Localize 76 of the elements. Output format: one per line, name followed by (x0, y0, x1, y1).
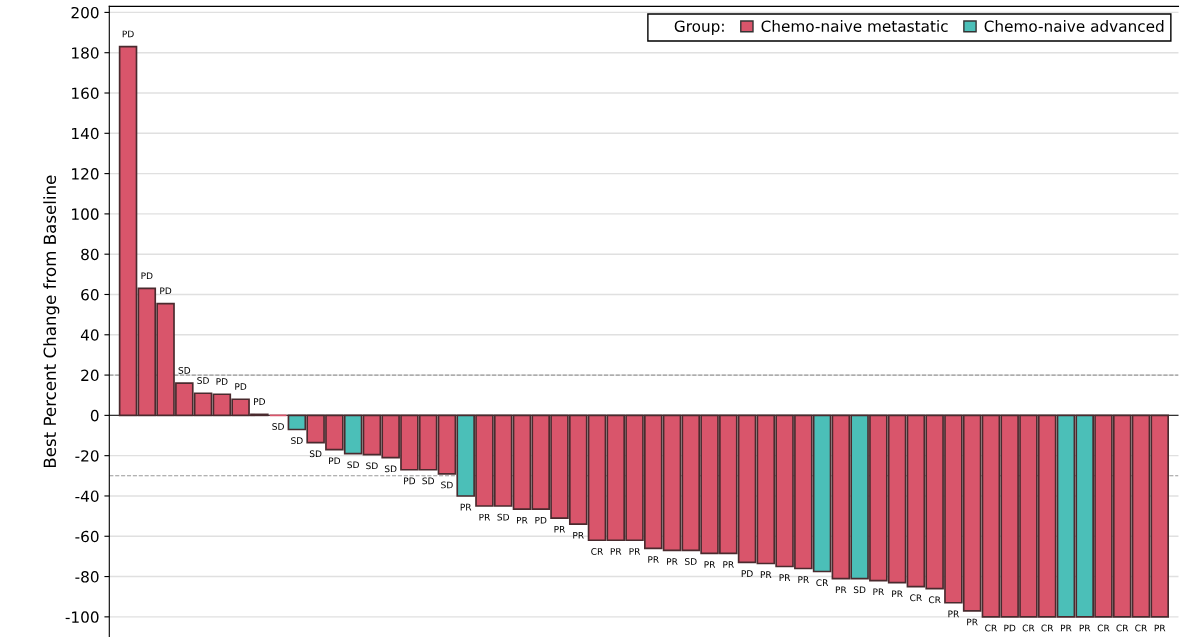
data-label: PR (667, 558, 678, 565)
legend-title: Group: (674, 20, 724, 35)
data-label: SD (441, 481, 453, 489)
data-label: PR (517, 516, 528, 524)
y-tick-label: -40 (75, 490, 99, 502)
data-label: CR (985, 624, 997, 632)
data-label: PR (873, 588, 884, 596)
data-label: SD (347, 461, 359, 469)
data-label: CR (910, 594, 922, 602)
data-label: PR (479, 513, 491, 521)
data-label: SD (366, 462, 378, 470)
data-label: SD (178, 366, 191, 374)
data-label: PR (629, 548, 641, 555)
data-label: SD (853, 586, 866, 594)
data-label: PR (573, 532, 584, 539)
data-label: SD (685, 558, 697, 565)
data-label: CR (1097, 624, 1110, 632)
data-label: PR (948, 610, 959, 618)
y-tick-label: 100 (72, 208, 99, 220)
data-label: CR (591, 548, 604, 555)
data-label: PR (892, 590, 903, 598)
data-label: SD (309, 450, 322, 458)
data-label: PD (329, 457, 341, 465)
data-label: PR (1079, 624, 1091, 632)
data-label: CR (1116, 624, 1129, 632)
y-tick-label: -80 (75, 571, 99, 583)
y-tick-label: -100 (65, 611, 99, 623)
data-label: PR (967, 618, 978, 626)
data-label: CR (928, 596, 941, 604)
data-label: PR (1060, 624, 1072, 632)
legend-label: Chemo-naive metastatic (761, 20, 948, 32)
data-label: SD (291, 437, 303, 445)
data-label: CR (1041, 624, 1054, 632)
legend-label: Chemo-naive advanced (984, 20, 1164, 32)
data-label: PD (1004, 624, 1016, 632)
data-label: SD (497, 513, 510, 521)
data-label: PD (216, 378, 228, 385)
data-label: PD (141, 272, 153, 279)
data-label: PD (235, 383, 247, 390)
data-label: PR (1154, 624, 1166, 632)
y-tick-label: 120 (72, 168, 99, 180)
data-label: PR (779, 574, 791, 581)
data-label: PR (798, 576, 809, 583)
data-label: PD (122, 30, 134, 38)
data-label: PR (760, 571, 772, 578)
data-label: SD (197, 377, 209, 384)
data-label: PR (554, 525, 566, 533)
y-tick-label: 180 (72, 47, 99, 59)
data-label: SD (422, 477, 434, 485)
data-label: PR (460, 503, 472, 511)
data-label: PD (404, 477, 416, 485)
y-tick-label: 20 (81, 369, 99, 382)
data-label: PR (723, 561, 734, 568)
y-tick-label: 0 (90, 409, 99, 422)
y-tick-label: 140 (72, 127, 99, 140)
data-label: CR (1022, 624, 1035, 632)
data-label: CR (1135, 624, 1148, 632)
y-tick-label: 80 (81, 248, 99, 261)
y-tick-label: -20 (75, 450, 99, 462)
data-label: PR (835, 586, 847, 593)
data-label: SD (384, 465, 397, 473)
y-tick-label: 200 (71, 6, 99, 19)
data-label: PR (648, 556, 659, 563)
data-label: PD (741, 570, 753, 577)
data-label: CR (816, 579, 829, 587)
data-label: PD (160, 287, 172, 295)
data-label: SD (272, 423, 284, 430)
y-tick-label: 160 (72, 87, 99, 100)
y-tick-label: 60 (81, 288, 99, 301)
y-axis-title: Best Percent Change from Baseline (43, 175, 60, 468)
data-label: PR (704, 561, 716, 568)
data-label: PD (254, 398, 266, 405)
y-tick-label: -60 (75, 530, 99, 543)
y-tick-label: 40 (80, 329, 99, 341)
data-label: PR (610, 548, 622, 555)
data-label: PD (535, 516, 547, 524)
